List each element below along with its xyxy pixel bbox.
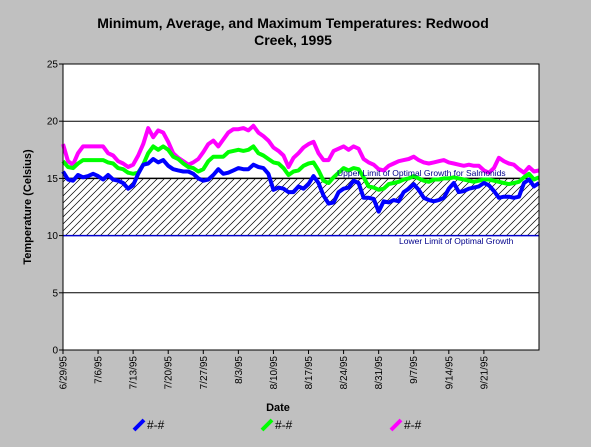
x-tick-label: 7/20/95 <box>164 356 175 390</box>
chart-title-line-2: Creek, 1995 <box>254 32 332 48</box>
gridlines <box>63 120 539 294</box>
lower-limit-label: Lower Limit of Optimal Growth <box>399 236 514 246</box>
series-lines <box>61 123 541 214</box>
y-tick-label: 15 <box>47 174 59 185</box>
x-tick-label: 8/31/95 <box>374 356 385 390</box>
y-tick-label: 5 <box>52 288 58 299</box>
x-tick-label: 7/13/95 <box>129 356 140 390</box>
plot-frame <box>62 63 540 351</box>
y-tick-label: 0 <box>52 346 58 357</box>
y-axis-ticks: 0 5 10 15 20 25 <box>47 60 63 357</box>
series-line-minimum <box>61 157 541 214</box>
legend-swatch <box>389 418 403 432</box>
x-tick-label: 8/17/95 <box>304 356 315 390</box>
y-tick-label: 20 <box>47 117 59 128</box>
legend-label: #-# <box>275 418 293 432</box>
chart-title-line-1: Minimum, Average, and Maximum Temperatur… <box>97 15 489 31</box>
legend: #-# #-# #-# <box>132 418 422 432</box>
x-axis-title: Date <box>266 402 290 414</box>
x-tick-label: 8/10/95 <box>269 356 280 390</box>
legend-swatch <box>260 418 274 432</box>
legend-swatch <box>132 418 146 432</box>
legend-label: #-# <box>147 418 165 432</box>
y-axis-title: Temperature (Celsius) <box>22 149 34 265</box>
x-tick-label: 7/27/95 <box>199 356 210 390</box>
series-line-maximum <box>61 123 540 175</box>
x-tick-label: 9/14/95 <box>444 356 455 390</box>
x-axis-ticks: 6/29/95 7/6/95 7/13/95 7/20/95 7/27/95 8/3/95… <box>59 350 490 390</box>
x-tick-label: 6/29/95 <box>59 356 70 390</box>
x-tick-label: 9/21/95 <box>479 356 490 390</box>
x-tick-label: 8/24/95 <box>339 356 350 390</box>
y-tick-label: 25 <box>47 60 59 71</box>
x-tick-label: 7/6/95 <box>94 356 105 384</box>
x-tick-label: 8/3/95 <box>234 356 245 384</box>
upper-limit-label: Upper Limit of Optimal Growth for Salmon… <box>337 168 506 178</box>
y-tick-label: 10 <box>47 231 59 242</box>
legend-label: #-# <box>404 418 422 432</box>
x-tick-label: 9/7/95 <box>409 356 420 384</box>
